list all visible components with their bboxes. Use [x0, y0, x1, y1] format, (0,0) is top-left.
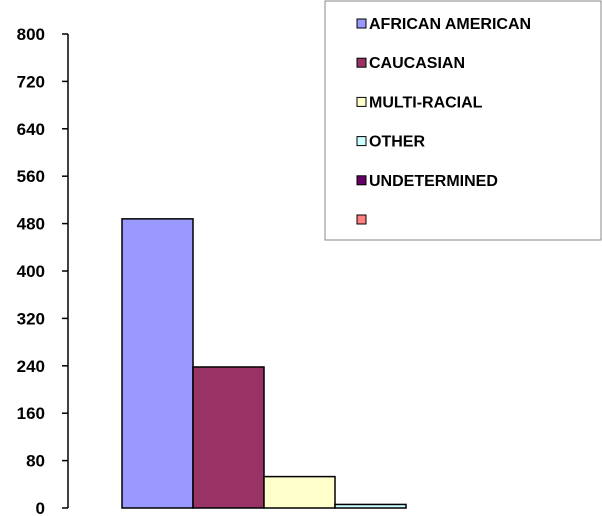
y-tick-label: 320	[17, 309, 45, 328]
bar-3	[263, 475, 336, 509]
bars	[121, 218, 407, 509]
y-tick-label: 720	[17, 72, 45, 91]
y-tick-label: 560	[17, 167, 45, 186]
legend-swatch	[356, 214, 367, 225]
bar-4	[334, 503, 407, 509]
y-axis: 0 80 160 240 320 400 480 560 640 720 800	[17, 25, 69, 516]
legend: AFRICAN AMERICAN CAUCASIAN MULTI-RACIAL OTH…	[324, 0, 602, 241]
legend-label: AFRICAN AMERICAN	[369, 16, 531, 33]
legend-label: OTHER	[369, 134, 425, 151]
legend-swatch	[356, 57, 367, 68]
bar-1	[121, 218, 194, 509]
y-tick-label: 80	[26, 452, 45, 471]
y-tick-label: 240	[17, 357, 45, 376]
y-tick-label: 640	[17, 120, 45, 139]
legend-label: UNDETERMINED	[369, 173, 498, 190]
legend-swatch	[356, 96, 367, 107]
y-tick-label: 160	[17, 404, 45, 423]
legend-swatch	[356, 136, 367, 147]
legend-box	[324, 0, 602, 241]
legend-label: MULTI-RACIAL	[369, 94, 483, 111]
legend-swatch	[356, 18, 367, 29]
bar-2	[192, 366, 265, 509]
y-tick-label: 0	[36, 499, 45, 516]
y-tick-label: 400	[17, 262, 45, 281]
legend-label: CAUCASIAN	[369, 55, 465, 72]
y-tick-label: 480	[17, 215, 45, 234]
legend-swatch	[356, 175, 367, 186]
y-tick-label: 800	[17, 25, 45, 44]
